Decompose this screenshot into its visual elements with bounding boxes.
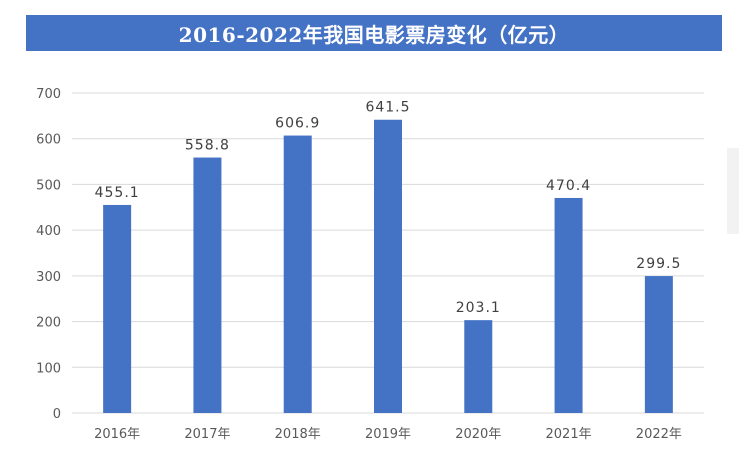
x-tick-label: 2022年 bbox=[636, 427, 682, 442]
x-tick-label: 2016年 bbox=[94, 427, 140, 442]
bars bbox=[103, 119, 673, 413]
y-axis-ticks: 0 100 200 300 400 500 600 700 bbox=[36, 87, 61, 422]
y-tick-label: 200 bbox=[36, 316, 61, 331]
data-labels: 455.1 558.8 606.9 641.5 203.1 470.4 299.5 bbox=[95, 100, 681, 316]
data-label: 641.5 bbox=[365, 100, 410, 116]
y-tick-label: 600 bbox=[36, 133, 61, 148]
bar-2016年 bbox=[103, 204, 132, 413]
y-tick-label: 100 bbox=[36, 361, 61, 376]
data-label: 470.4 bbox=[546, 178, 591, 194]
data-label: 299.5 bbox=[636, 256, 681, 272]
data-label: 455.1 bbox=[95, 185, 140, 201]
x-axis-ticks: 2016年 2017年 2018年 2019年 2020年 2021年 2022年 bbox=[94, 427, 682, 442]
y-tick-label: 300 bbox=[36, 270, 61, 285]
y-tick-label: 700 bbox=[36, 87, 61, 102]
x-tick-label: 2017年 bbox=[184, 427, 230, 442]
bar-2020年 bbox=[464, 320, 493, 413]
y-tick-label: 400 bbox=[36, 224, 61, 239]
x-tick-label: 2019年 bbox=[365, 427, 411, 442]
x-tick-label: 2018年 bbox=[275, 427, 321, 442]
y-tick-label: 0 bbox=[53, 407, 61, 422]
data-label: 558.8 bbox=[185, 138, 230, 154]
bar-2022年 bbox=[644, 276, 673, 413]
chart-title: 2016-2022年我国电影票房变化（亿元） bbox=[26, 15, 722, 51]
x-tick-label: 2020年 bbox=[455, 427, 501, 442]
data-label: 606.9 bbox=[275, 116, 320, 132]
bar-2021年 bbox=[554, 197, 583, 413]
bar-2018年 bbox=[283, 135, 312, 413]
x-tick-label: 2021年 bbox=[546, 427, 592, 442]
y-tick-label: 500 bbox=[36, 178, 61, 193]
data-label: 203.1 bbox=[456, 300, 501, 316]
bar-2019年 bbox=[374, 119, 402, 413]
edge-strip bbox=[727, 148, 739, 234]
bar-2017年 bbox=[193, 157, 222, 413]
